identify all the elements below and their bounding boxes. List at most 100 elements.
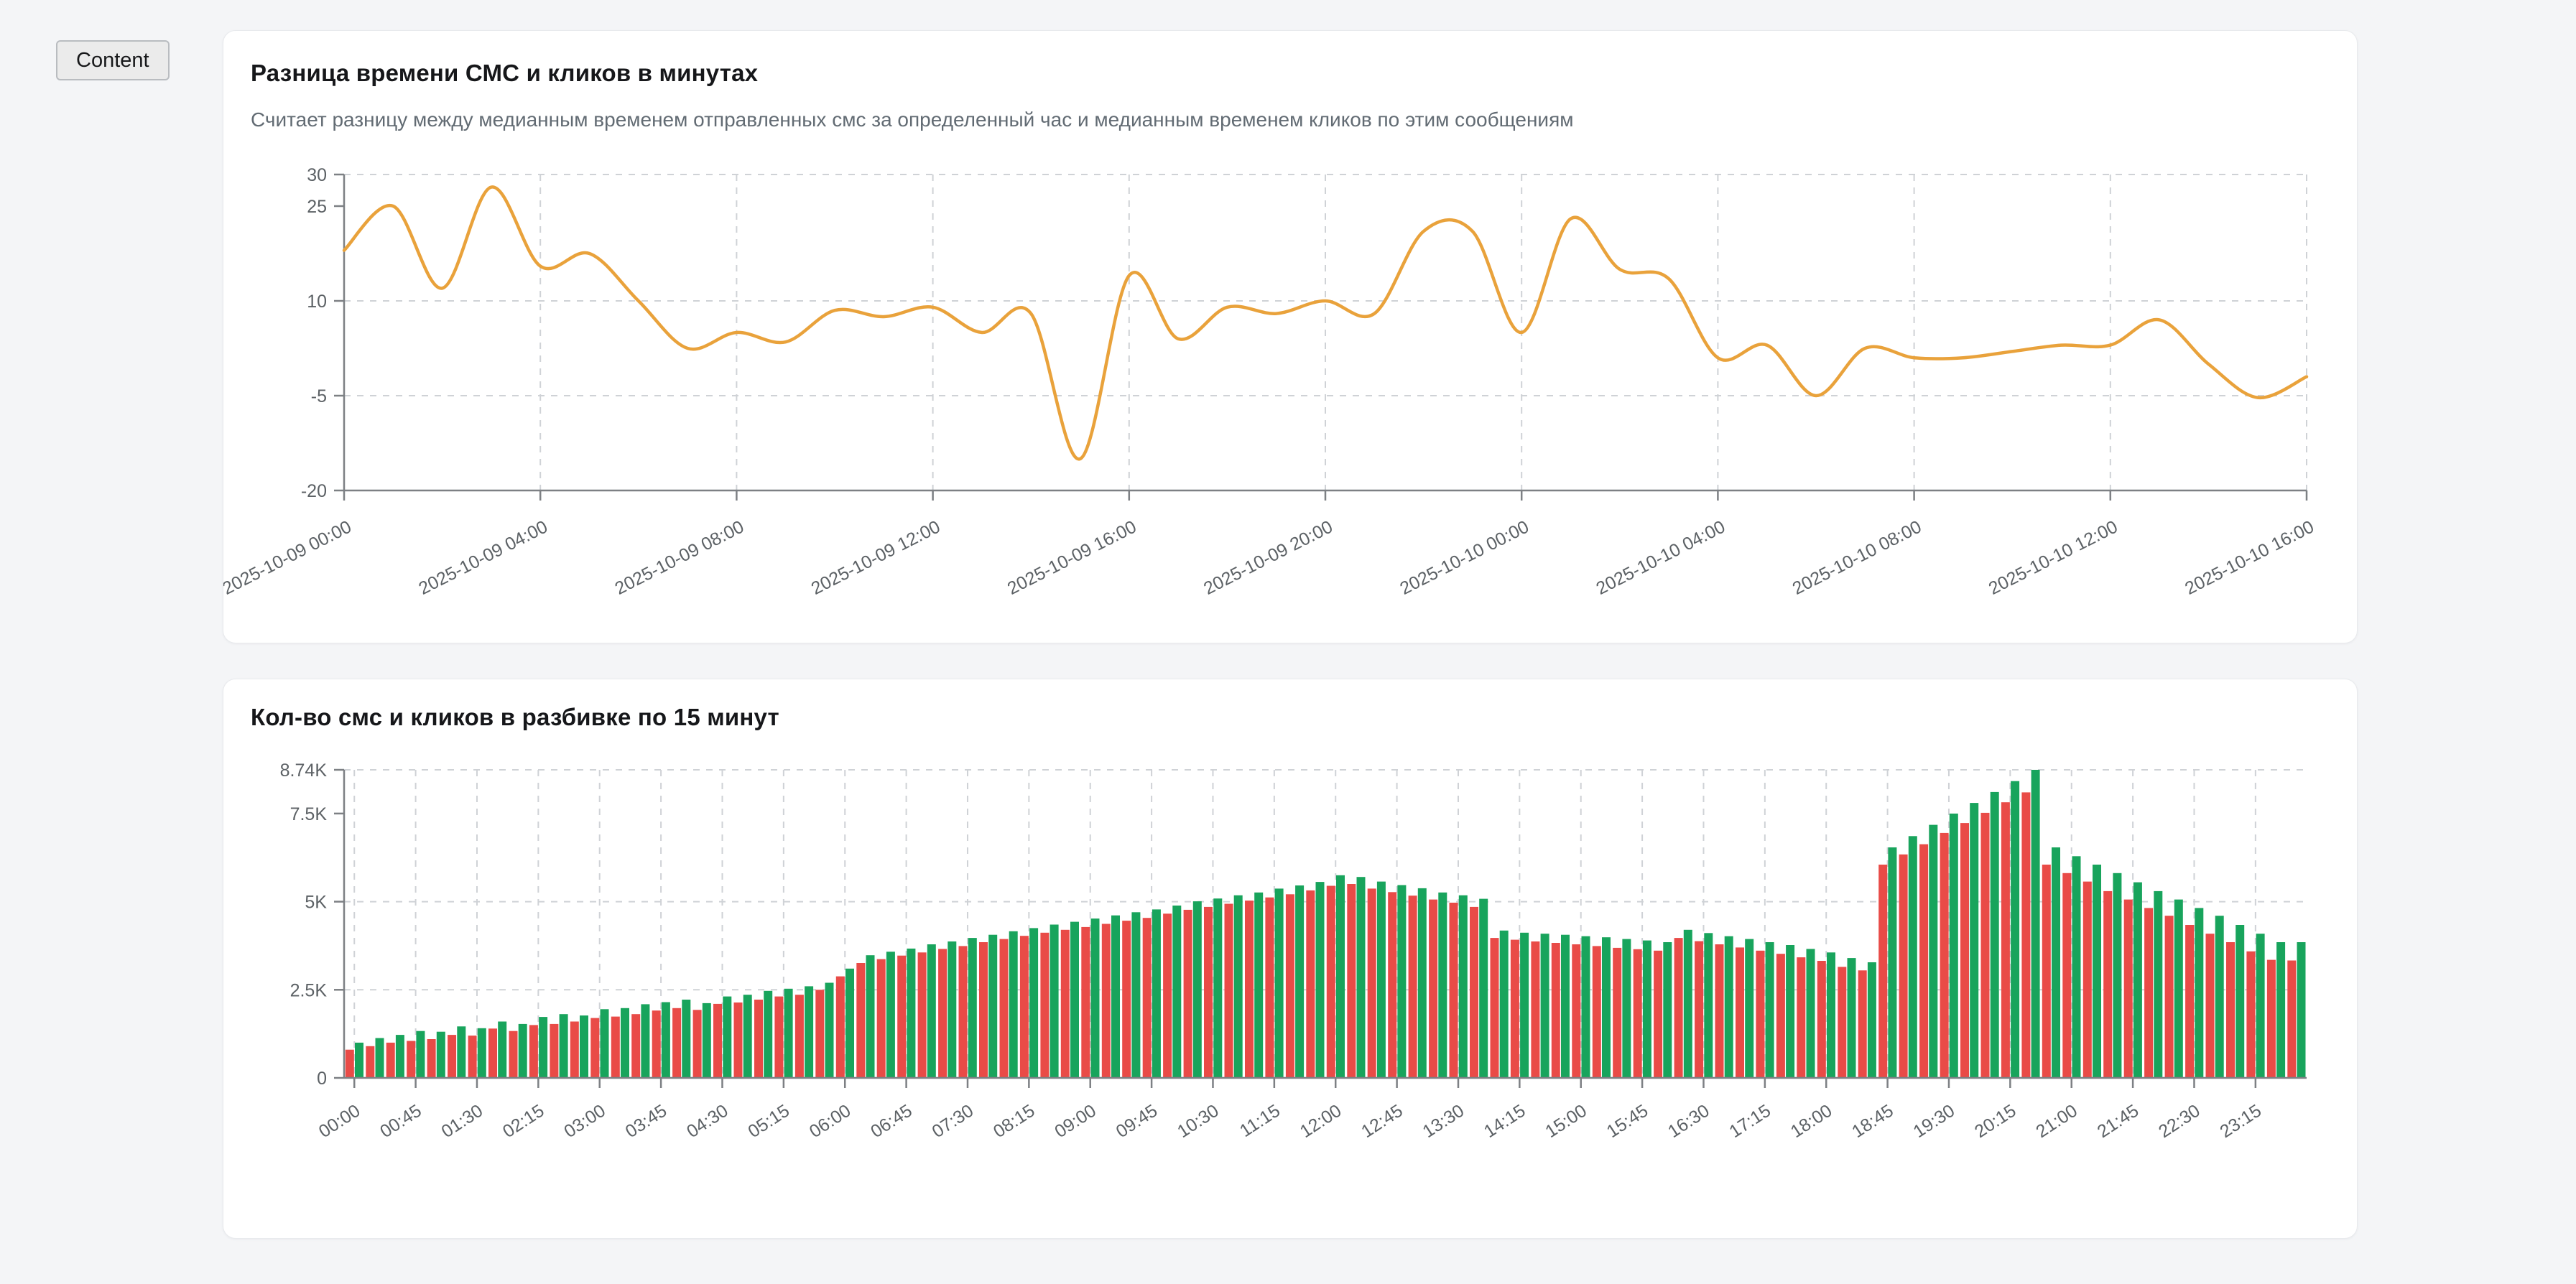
bar-chart[interactable]: 8.74K 7.5K 5K 2.5K 0 00:00 00:45 01:30 02:15 03:0… bbox=[223, 679, 2357, 1238]
bar-clicks[interactable] bbox=[1847, 958, 1856, 1078]
bar-sms[interactable] bbox=[1101, 924, 1111, 1079]
bar-clicks[interactable] bbox=[1561, 934, 1570, 1078]
bar-clicks[interactable] bbox=[436, 1031, 445, 1078]
bar-sms[interactable] bbox=[448, 1035, 457, 1078]
bar-sms[interactable] bbox=[631, 1014, 641, 1078]
bar-sms[interactable] bbox=[509, 1031, 518, 1078]
bar-sms[interactable] bbox=[1163, 913, 1172, 1078]
bar-clicks[interactable] bbox=[784, 988, 793, 1078]
bar-clicks[interactable] bbox=[2154, 890, 2163, 1078]
bar-sms[interactable] bbox=[1326, 885, 1335, 1079]
bar-clicks[interactable] bbox=[600, 1009, 609, 1078]
bar-clicks[interactable] bbox=[682, 1000, 691, 1078]
bar-sms[interactable] bbox=[1551, 943, 1560, 1078]
bar-clicks[interactable] bbox=[1765, 942, 1774, 1078]
bar-clicks[interactable] bbox=[1152, 909, 1161, 1078]
bar-clicks[interactable] bbox=[1704, 933, 1713, 1078]
bar-clicks[interactable] bbox=[1520, 932, 1529, 1078]
content-button[interactable]: Content bbox=[56, 40, 170, 80]
bar-clicks[interactable] bbox=[1274, 888, 1284, 1078]
bar-sms[interactable] bbox=[1960, 823, 1969, 1078]
bar-clicks[interactable] bbox=[2031, 770, 2040, 1078]
bar-sms[interactable] bbox=[754, 1000, 763, 1078]
bar-sms[interactable] bbox=[2144, 908, 2154, 1078]
bar-clicks[interactable] bbox=[805, 986, 814, 1078]
bar-clicks[interactable] bbox=[1949, 813, 1958, 1078]
bar-clicks[interactable] bbox=[395, 1035, 404, 1078]
bar-sms[interactable] bbox=[1817, 961, 1826, 1078]
bar-sms[interactable] bbox=[345, 1049, 354, 1078]
bar-clicks[interactable] bbox=[375, 1038, 384, 1079]
bar-clicks[interactable] bbox=[477, 1028, 486, 1078]
bar-sms[interactable] bbox=[2021, 792, 2031, 1078]
bar-sms[interactable] bbox=[1306, 890, 1315, 1078]
bar-sms[interactable] bbox=[427, 1039, 436, 1078]
bar-clicks[interactable] bbox=[1295, 885, 1305, 1078]
bar-clicks[interactable] bbox=[2072, 856, 2081, 1078]
bar-sms[interactable] bbox=[407, 1041, 416, 1079]
bar-clicks[interactable] bbox=[1090, 918, 1100, 1078]
bar-clicks[interactable] bbox=[927, 944, 936, 1078]
bar-clicks[interactable] bbox=[2113, 873, 2122, 1078]
bar-clicks[interactable] bbox=[1192, 901, 1202, 1078]
bar-clicks[interactable] bbox=[457, 1026, 466, 1078]
bar-clicks[interactable] bbox=[1499, 930, 1509, 1078]
bar-clicks[interactable] bbox=[1111, 915, 1120, 1078]
bar-sms[interactable] bbox=[1633, 949, 1642, 1078]
bar-clicks[interactable] bbox=[1540, 934, 1549, 1078]
bar-sms[interactable] bbox=[1776, 954, 1785, 1078]
bar-clicks[interactable] bbox=[968, 938, 977, 1078]
bar-sms[interactable] bbox=[1245, 901, 1254, 1078]
bar-clicks[interactable] bbox=[743, 995, 752, 1078]
bar-clicks[interactable] bbox=[1827, 952, 1835, 1078]
bar-clicks[interactable] bbox=[1172, 906, 1182, 1078]
bar-sms[interactable] bbox=[2082, 881, 2092, 1078]
bar-sms[interactable] bbox=[958, 946, 968, 1078]
bar-sms[interactable] bbox=[1899, 854, 1908, 1078]
bar-clicks[interactable] bbox=[1724, 936, 1733, 1078]
bar-sms[interactable] bbox=[2246, 951, 2256, 1078]
bar-sms[interactable] bbox=[1122, 921, 1131, 1078]
bar-clicks[interactable] bbox=[1929, 824, 1938, 1078]
bar-clicks[interactable] bbox=[1479, 898, 1488, 1078]
bar-sms[interactable] bbox=[468, 1036, 477, 1078]
bar-clicks[interactable] bbox=[498, 1021, 507, 1079]
bar-sms[interactable] bbox=[1695, 941, 1704, 1078]
bar-clicks[interactable] bbox=[1642, 940, 1651, 1078]
bar-clicks[interactable] bbox=[1336, 875, 1345, 1078]
bar-clicks[interactable] bbox=[1131, 912, 1141, 1078]
bar-sms[interactable] bbox=[713, 1003, 722, 1078]
bar-sms[interactable] bbox=[1980, 812, 1990, 1078]
bar-clicks[interactable] bbox=[641, 1004, 650, 1078]
bar-clicks[interactable] bbox=[988, 934, 998, 1078]
bar-clicks[interactable] bbox=[1663, 942, 1672, 1078]
bar-clicks[interactable] bbox=[2174, 899, 2183, 1078]
bar-clicks[interactable] bbox=[1990, 791, 1999, 1078]
bar-sms[interactable] bbox=[1224, 903, 1233, 1079]
bar-clicks[interactable] bbox=[2276, 942, 2286, 1078]
bar-clicks[interactable] bbox=[1683, 929, 1692, 1078]
bar-sms[interactable] bbox=[611, 1016, 620, 1078]
bar-clicks[interactable] bbox=[1786, 945, 1795, 1078]
bar-sms[interactable] bbox=[2266, 959, 2276, 1078]
bar-clicks[interactable] bbox=[1050, 924, 1059, 1079]
bar-sms[interactable] bbox=[488, 1028, 497, 1078]
bar-clicks[interactable] bbox=[2011, 781, 2020, 1078]
bar-sms[interactable] bbox=[1142, 918, 1152, 1078]
bar-sms[interactable] bbox=[1265, 897, 1274, 1078]
bar-clicks[interactable] bbox=[580, 1015, 588, 1078]
bar-sms[interactable] bbox=[1285, 894, 1294, 1078]
bar-sms[interactable] bbox=[2205, 934, 2215, 1078]
bar-sms[interactable] bbox=[550, 1023, 559, 1078]
bar-clicks[interactable] bbox=[948, 941, 957, 1078]
bar-sms[interactable] bbox=[1019, 936, 1029, 1078]
bar-clicks[interactable] bbox=[825, 982, 834, 1079]
bar-sms[interactable] bbox=[2123, 899, 2133, 1078]
bar-clicks[interactable] bbox=[1417, 888, 1427, 1078]
time-diff-line-series[interactable] bbox=[342, 185, 2309, 461]
bar-sms[interactable] bbox=[1838, 967, 1847, 1078]
bar-sms[interactable] bbox=[2287, 960, 2297, 1079]
bar-clicks[interactable] bbox=[2195, 908, 2204, 1078]
bar-clicks[interactable] bbox=[2093, 865, 2101, 1078]
bar-clicks[interactable] bbox=[907, 948, 916, 1078]
